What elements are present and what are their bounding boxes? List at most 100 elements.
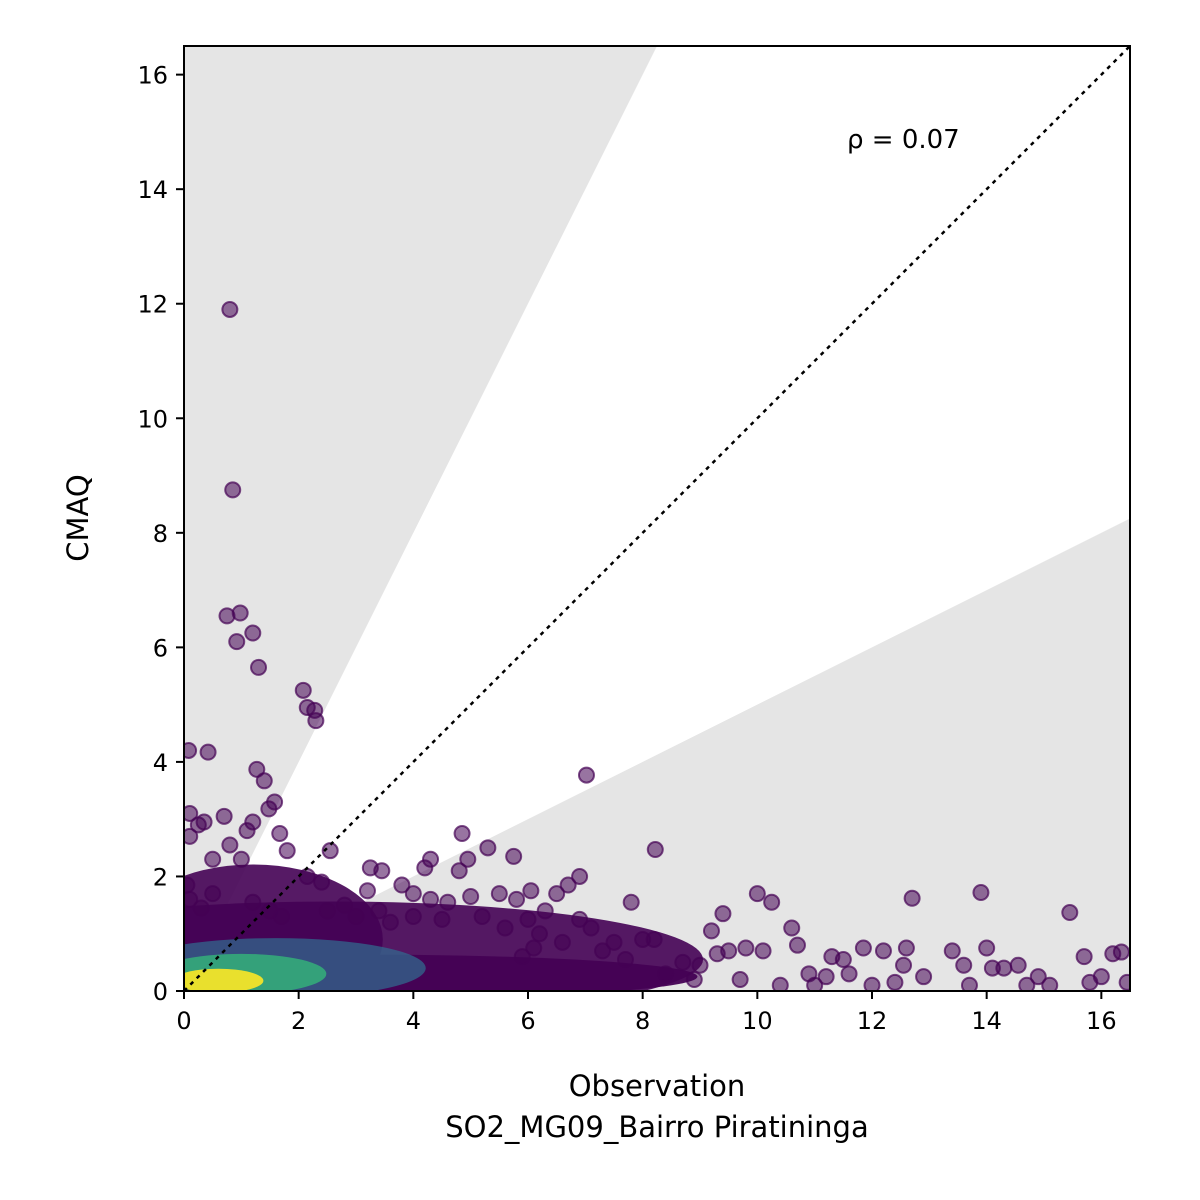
data-point <box>748 885 766 903</box>
y-tick-label: 14 <box>137 176 168 204</box>
data-point <box>508 890 526 908</box>
data-point <box>381 913 399 931</box>
data-point <box>1009 956 1027 974</box>
data-point <box>1112 943 1130 961</box>
data-point <box>490 885 508 903</box>
data-point <box>657 965 675 983</box>
y-axis-label: CMAQ <box>61 474 95 561</box>
data-point <box>221 836 239 854</box>
x-tick-label: 12 <box>857 1007 888 1035</box>
data-point <box>806 976 824 991</box>
data-point <box>479 839 497 857</box>
y-tick-label: 0 <box>153 978 168 1006</box>
data-point <box>459 850 477 868</box>
data-point <box>373 862 391 880</box>
x-tick-label: 16 <box>1086 1007 1117 1035</box>
data-point <box>714 905 732 923</box>
data-point <box>702 922 720 940</box>
data-point <box>771 976 789 991</box>
data-point <box>453 825 471 842</box>
data-point <box>972 883 990 901</box>
data-point <box>691 956 709 974</box>
data-point <box>577 766 595 784</box>
data-point <box>731 971 749 989</box>
data-point <box>336 896 354 914</box>
x-axis: 0 2 4 6 8 10 12 14 16 <box>176 991 1117 1035</box>
x-tick-label: 4 <box>406 1007 421 1035</box>
data-point <box>228 633 246 651</box>
data-point <box>513 948 531 966</box>
data-point <box>278 842 296 860</box>
y-tick-label: 16 <box>137 62 168 90</box>
data-point <box>645 930 663 948</box>
data-point <box>294 681 312 699</box>
data-point <box>995 959 1013 977</box>
data-point <box>1061 904 1079 922</box>
data-point <box>404 885 422 903</box>
data-point <box>548 885 566 903</box>
data-point <box>232 850 250 868</box>
data-point <box>221 300 239 318</box>
data-point <box>271 825 289 842</box>
y-tick-label: 2 <box>153 863 168 891</box>
data-point <box>1075 948 1093 966</box>
upper-factor-band <box>184 46 657 991</box>
data-point <box>244 624 262 642</box>
data-point <box>204 850 222 868</box>
data-point <box>763 893 781 911</box>
one-to-one-line <box>183 45 1131 992</box>
data-point <box>519 910 537 928</box>
y-tick-label: 6 <box>153 634 168 662</box>
data-point <box>231 604 249 622</box>
data-point <box>559 876 577 894</box>
data-point <box>708 945 726 963</box>
data-point <box>224 481 242 499</box>
data-point <box>594 942 612 960</box>
data-point <box>184 804 199 822</box>
data-point <box>358 882 376 900</box>
data-point <box>960 976 978 991</box>
x-axis-label: Observation <box>569 1069 746 1103</box>
data-point <box>370 902 388 920</box>
x-axis-label-station: SO2_MG09_Bairro Piratininga <box>445 1110 869 1144</box>
data-point <box>195 813 213 831</box>
data-point <box>553 933 571 951</box>
data-point <box>439 893 457 911</box>
data-point <box>298 867 316 885</box>
data-point <box>522 882 540 900</box>
data-point <box>616 951 634 968</box>
x-tick-label: 10 <box>742 1007 773 1035</box>
data-point <box>674 953 692 971</box>
data-point <box>582 919 600 937</box>
x-tick-label: 0 <box>176 1007 191 1035</box>
data-point <box>646 841 664 859</box>
data-point <box>1018 976 1036 991</box>
data-point <box>462 888 480 905</box>
data-point <box>244 893 262 911</box>
x-tick-label: 14 <box>971 1007 1002 1035</box>
x-tick-label: 2 <box>291 1007 306 1035</box>
y-tick-label: 10 <box>137 405 168 433</box>
data-point <box>321 842 339 860</box>
data-point <box>903 889 921 907</box>
data-point <box>307 712 325 730</box>
data-point <box>840 965 858 983</box>
data-point <box>404 908 422 926</box>
data-point <box>536 902 554 920</box>
data-point <box>250 658 268 676</box>
data-point <box>788 936 806 954</box>
data-point <box>255 772 273 790</box>
data-point <box>505 847 523 865</box>
data-point <box>496 919 514 937</box>
data-point <box>416 859 434 877</box>
x-tick-label: 6 <box>520 1007 535 1035</box>
density-peak <box>184 968 264 991</box>
data-point <box>571 867 589 885</box>
y-tick-label: 12 <box>137 291 168 319</box>
data-point <box>895 956 913 974</box>
data-point <box>955 956 973 974</box>
data-point <box>943 942 961 960</box>
data-point <box>685 971 703 989</box>
